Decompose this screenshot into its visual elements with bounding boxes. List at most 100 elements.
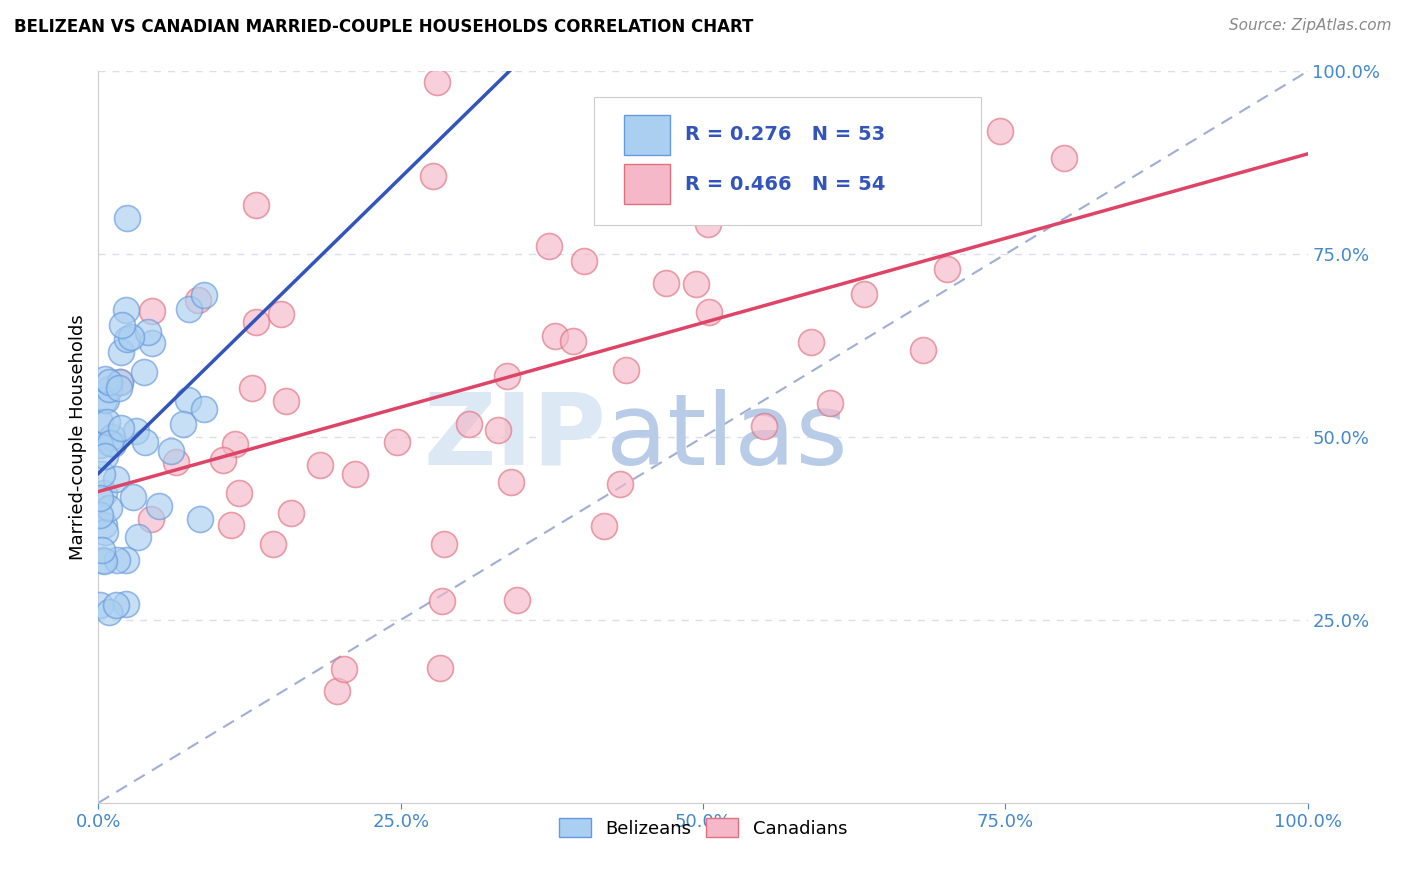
Point (139, 512, 162, 526)
Point (122, 490, 145, 504)
Point (699, 305, 721, 319)
Point (97, 382, 120, 396)
Point (141, 304, 163, 318)
Point (245, 198, 267, 212)
Point (98, 605, 121, 619)
Point (561, 334, 583, 349)
Point (188, 511, 211, 525)
Point (94, 372, 117, 386)
Point (172, 417, 194, 431)
Point (823, 185, 845, 199)
Point (696, 217, 718, 231)
Point (93, 518, 115, 533)
Point (89, 415, 111, 429)
Point (274, 394, 297, 409)
Text: R = 0.276   N = 53: R = 0.276 N = 53 (685, 126, 884, 145)
Point (614, 363, 637, 377)
Text: BELIZEAN VS CANADIAN MARRIED-COUPLE HOUSEHOLDS CORRELATION CHART: BELIZEAN VS CANADIAN MARRIED-COUPLE HOUS… (14, 18, 754, 36)
Point (96, 415, 118, 429)
Point (654, 276, 676, 290)
Point (165, 455, 187, 469)
Point (280, 506, 302, 520)
Point (91, 543, 114, 558)
Point (537, 239, 560, 253)
Point (93, 525, 115, 540)
Point (1053, 151, 1076, 165)
Point (212, 453, 235, 467)
Bar (624, 164, 671, 204)
Text: atlas: atlas (606, 389, 848, 485)
Legend: Belizeans, Canadians: Belizeans, Canadians (551, 811, 855, 845)
Point (872, 168, 894, 182)
Point (422, 169, 444, 184)
Point (89, 508, 111, 522)
Point (228, 485, 250, 500)
Point (820, 396, 842, 410)
Point (104, 598, 127, 612)
Point (110, 375, 132, 389)
Point (115, 597, 138, 611)
Point (134, 435, 156, 450)
Bar (624, 115, 671, 155)
Point (108, 381, 131, 395)
Point (574, 254, 596, 268)
Text: R = 0.466   N = 54: R = 0.466 N = 54 (685, 175, 886, 194)
Point (127, 531, 149, 545)
Point (93, 554, 115, 568)
Point (101, 430, 124, 444)
Point (141, 335, 163, 350)
Point (120, 330, 142, 344)
Point (115, 332, 138, 346)
Point (242, 381, 264, 395)
Point (97, 500, 120, 515)
Text: ZIP: ZIP (423, 389, 606, 485)
Point (219, 518, 242, 533)
Point (115, 553, 138, 567)
Point (89, 598, 111, 612)
Point (936, 262, 959, 277)
Point (800, 335, 823, 350)
Point (309, 458, 332, 472)
Point (752, 418, 775, 433)
Point (988, 124, 1011, 138)
Point (685, 277, 707, 291)
Point (245, 315, 267, 329)
FancyBboxPatch shape (595, 97, 981, 225)
Point (224, 436, 246, 450)
Point (89, 438, 111, 452)
Point (193, 402, 215, 417)
Point (93, 392, 115, 407)
Point (108, 375, 131, 389)
Point (91, 553, 114, 567)
Point (270, 307, 292, 321)
Point (326, 684, 349, 698)
Point (104, 472, 127, 486)
Point (187, 293, 209, 308)
Point (132, 365, 155, 379)
Point (124, 424, 146, 438)
Point (506, 593, 529, 607)
Point (495, 369, 517, 384)
Point (148, 499, 170, 513)
Text: Source: ZipAtlas.com: Source: ZipAtlas.com (1229, 18, 1392, 33)
Point (101, 437, 124, 451)
Point (93, 485, 115, 500)
Point (114, 303, 136, 318)
Y-axis label: Married-couple Households: Married-couple Households (69, 314, 87, 560)
Point (543, 329, 565, 343)
Point (93, 449, 115, 463)
Point (501, 475, 523, 489)
Point (457, 417, 479, 432)
Point (110, 345, 132, 359)
Point (138, 326, 160, 340)
Point (179, 302, 201, 317)
Point (89, 491, 111, 505)
Point (160, 444, 183, 458)
Point (111, 318, 134, 333)
Point (429, 661, 451, 675)
Point (486, 423, 509, 437)
Point (344, 467, 367, 481)
Point (609, 476, 631, 491)
Point (911, 343, 934, 357)
Point (426, 75, 449, 89)
